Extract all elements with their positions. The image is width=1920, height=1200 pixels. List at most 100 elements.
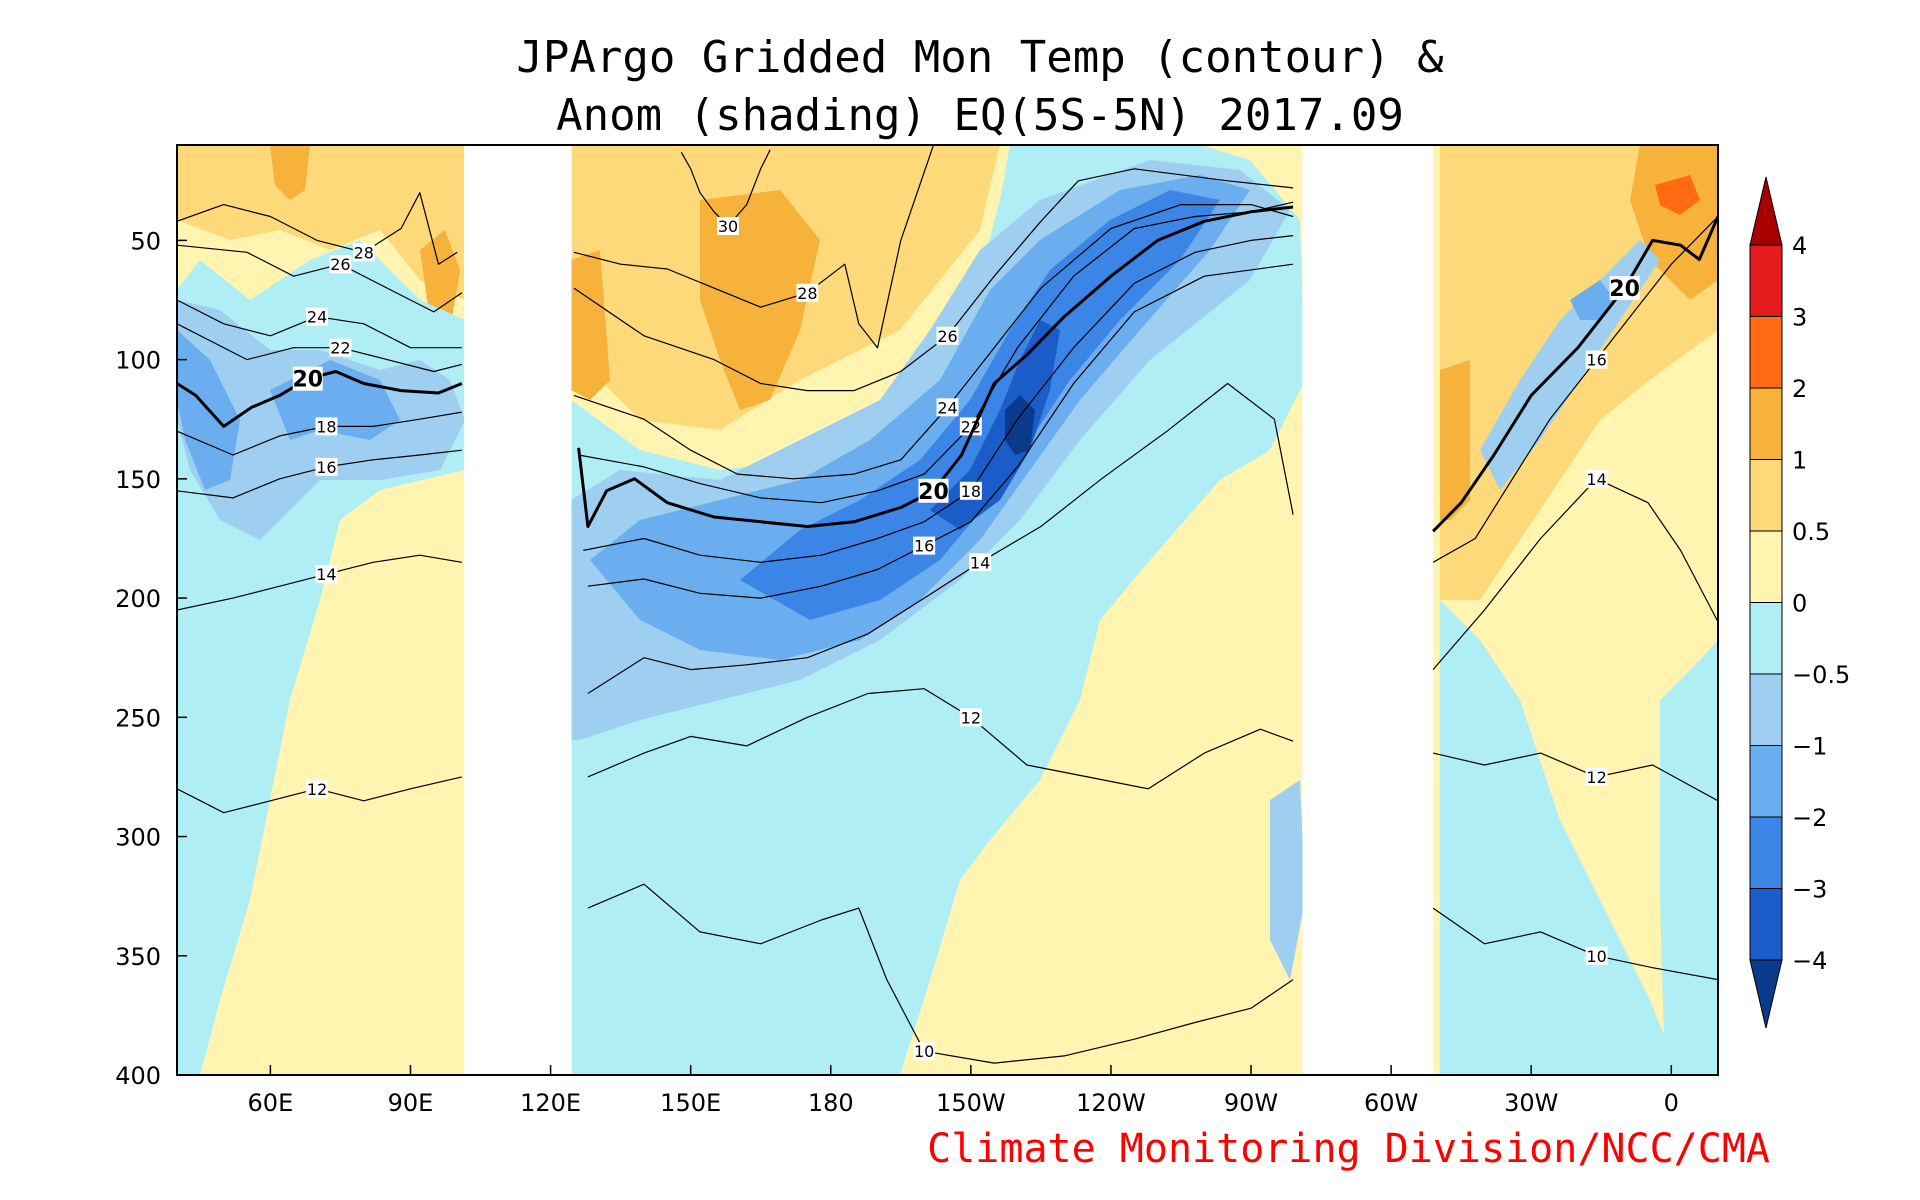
land-mask-group	[464, 145, 1434, 1075]
contour-label-box	[1585, 350, 1608, 369]
contour-label-box	[292, 366, 323, 391]
chart-title-line1: JPArgo Gridded Mon Temp (contour) &	[516, 32, 1444, 83]
colorbar-label: 3	[1792, 304, 1807, 332]
contour-line-18	[583, 235, 1294, 563]
contour-label-box	[936, 326, 959, 345]
x-tick-label: 30W	[1504, 1089, 1558, 1117]
colorbar-swatch	[1749, 244, 1783, 317]
contour-label-box	[306, 307, 329, 326]
contour-label-box	[918, 478, 949, 503]
x-tick-label: 90W	[1224, 1089, 1278, 1117]
chart-title-line2: Anom (shading) EQ(5S-5N) 2017.09	[556, 90, 1404, 141]
contour-label-12: 12	[1586, 768, 1606, 787]
contour-label-box	[717, 217, 740, 236]
contour-label-box	[913, 536, 936, 555]
colorbar-bottom-arrow	[1749, 959, 1783, 1029]
contour-label-20: 20	[918, 480, 949, 505]
anomaly-cool-region	[1570, 280, 1615, 320]
colorbar-label: 4	[1792, 232, 1807, 260]
y-tick-label: 150	[115, 466, 161, 494]
x-tick-label: 120W	[1076, 1089, 1146, 1117]
contour-label-16: 16	[1586, 351, 1606, 370]
anomaly-warm-region	[270, 145, 310, 200]
colorbar-swatch	[1749, 673, 1783, 746]
colorbar-label: −4	[1792, 947, 1827, 975]
y-tick-label: 250	[115, 704, 161, 732]
contour-label-18: 18	[316, 417, 336, 436]
anomaly-warm-region	[1440, 360, 1470, 520]
colorbar-label: −3	[1792, 876, 1827, 904]
y-axis: 50 100 150 200 250 300 350 400	[115, 227, 187, 1090]
anomaly-warm-region	[571, 250, 610, 400]
contour-label-24: 24	[307, 308, 327, 327]
land-gap-0	[464, 145, 572, 1075]
colorbar-label: −0.5	[1792, 661, 1850, 689]
colorbar-swatch	[1749, 816, 1783, 889]
contour-label-box	[959, 481, 982, 500]
contour-label-box	[306, 779, 329, 798]
anomaly-cool-region	[1660, 640, 1718, 1075]
contour-label-24: 24	[937, 398, 957, 417]
contour-label-14: 14	[1586, 470, 1606, 489]
contour-label-16: 16	[914, 537, 934, 556]
anomaly-cool-region	[1270, 780, 1305, 980]
contour-label-box	[315, 565, 338, 584]
contour-label-20: 20	[292, 368, 323, 393]
contour-label-14: 14	[316, 565, 336, 584]
contour-label-box	[329, 255, 352, 274]
x-tick-label: 120E	[520, 1089, 581, 1117]
colorbar-swatch	[1749, 745, 1783, 818]
contour-label-28: 28	[797, 284, 817, 303]
colorbar-swatch	[1749, 530, 1783, 603]
anomaly-cool-region	[930, 320, 1060, 530]
anomaly-cool-region	[740, 190, 1220, 620]
x-tick-label: 150E	[660, 1089, 721, 1117]
contour-label-10: 10	[914, 1042, 934, 1061]
anomaly-warm-region	[700, 190, 820, 410]
contour-label-box	[913, 1042, 936, 1061]
contour-label-30: 30	[718, 217, 738, 236]
colorbar-swatch	[1749, 387, 1783, 460]
contour-line-10	[587, 883, 1294, 1064]
contour-label-box	[315, 417, 338, 436]
contour-line-24	[573, 204, 1294, 480]
colorbar-swatch	[1749, 459, 1783, 532]
colorbar-label: −2	[1792, 804, 1827, 832]
contour-line-26	[573, 168, 1294, 392]
colorbar-label: 2	[1792, 375, 1807, 403]
contour-label-box	[1585, 946, 1608, 965]
y-tick-label: 50	[130, 227, 161, 255]
colorbar-label: 0.5	[1792, 518, 1830, 546]
contour-line-22	[578, 201, 1294, 504]
colorbar-swatch	[1749, 316, 1783, 389]
y-tick-label: 100	[115, 347, 161, 375]
contour-line-14	[587, 382, 1294, 695]
anomaly-cool-region	[1005, 395, 1035, 455]
contour-line-12	[1432, 752, 1718, 802]
contour-line-12	[587, 688, 1294, 790]
contour-label-box	[1585, 767, 1608, 786]
contour-label-14: 14	[970, 553, 990, 572]
plot-frame	[176, 144, 1719, 1076]
colorbar-label: 1	[1792, 447, 1807, 475]
y-tick-label: 350	[115, 943, 161, 971]
contour-label-20: 20	[1609, 277, 1640, 302]
contour-line-20	[577, 205, 1294, 528]
x-tick-label: 90E	[388, 1089, 434, 1117]
contour-label-26: 26	[937, 327, 957, 346]
x-tick-label: 150W	[936, 1089, 1006, 1117]
contour-label-16: 16	[316, 458, 336, 477]
x-tick-label: 0	[1664, 1089, 1679, 1117]
land-gap-1	[1302, 145, 1434, 1075]
y-tick-label: 200	[115, 585, 161, 613]
y-tick-label: 300	[115, 824, 161, 852]
contour-line-20	[1432, 215, 1718, 533]
contour-label-box	[352, 243, 375, 262]
contour-label-box	[969, 553, 992, 572]
contour-lines: 3028282626242422222020201818161616141414…	[177, 145, 1718, 1064]
anomaly-hot-region	[1655, 175, 1700, 215]
colorbar-top-arrow	[1749, 176, 1783, 246]
contour-label-box	[936, 398, 959, 417]
x-tick-label: 60E	[248, 1089, 294, 1117]
x-tick-label: 180	[808, 1089, 854, 1117]
